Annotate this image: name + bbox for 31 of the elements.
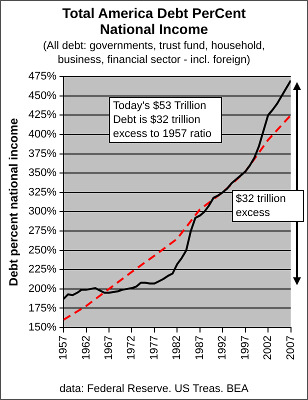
x-tick-label: 1987	[194, 336, 206, 360]
x-tick-label: 1967	[103, 336, 116, 360]
x-tick-label: 1962	[80, 336, 92, 360]
y-axis-title: Debt percent national income	[6, 118, 21, 286]
x-tick-label: 2002	[262, 336, 274, 360]
annotation: $32 trillion excess	[232, 190, 304, 222]
y-tick-label: 200%	[28, 282, 57, 295]
y-tick-label: 425%	[28, 109, 57, 122]
x-tick-label: 1972	[126, 336, 138, 360]
y-tick-label: 175%	[28, 302, 57, 314]
y-tick-label: 300%	[28, 206, 57, 218]
y-tick-label: 150%	[28, 322, 57, 334]
chart-subtitle: (All debt: governments, trust fund, household, business, financial sector - incl. foreign)	[42, 39, 266, 67]
x-tick-label: 1982	[171, 336, 184, 360]
text: data: Federal Reserve. US Treas. BEA	[58, 383, 250, 395]
y-tick-label: 450%	[28, 90, 57, 102]
y-tick-label: 325%	[28, 186, 57, 198]
y-tick-label: 350%	[28, 167, 57, 180]
y-tick-label: 225%	[28, 264, 57, 276]
y-tick-label: 475%	[28, 70, 57, 83]
chart-title: Total America Debt PerCent National Income	[61, 5, 247, 37]
x-tick-label: 1997	[239, 336, 252, 360]
y-tick-label: 400%	[28, 128, 57, 141]
y-tick-label: 275%	[28, 225, 57, 238]
x-tick-label: 2007	[284, 336, 297, 360]
y-tick-label: 250%	[28, 244, 57, 256]
x-tick-label: 1992	[216, 336, 229, 360]
annotation: Today's $53 Trillion Debt is $32 trillion excess to 1957 ratio	[108, 96, 222, 143]
x-tick-label: 1977	[148, 336, 160, 360]
x-tick-label: 1957	[58, 336, 70, 360]
y-tick-label: 375%	[28, 148, 57, 160]
